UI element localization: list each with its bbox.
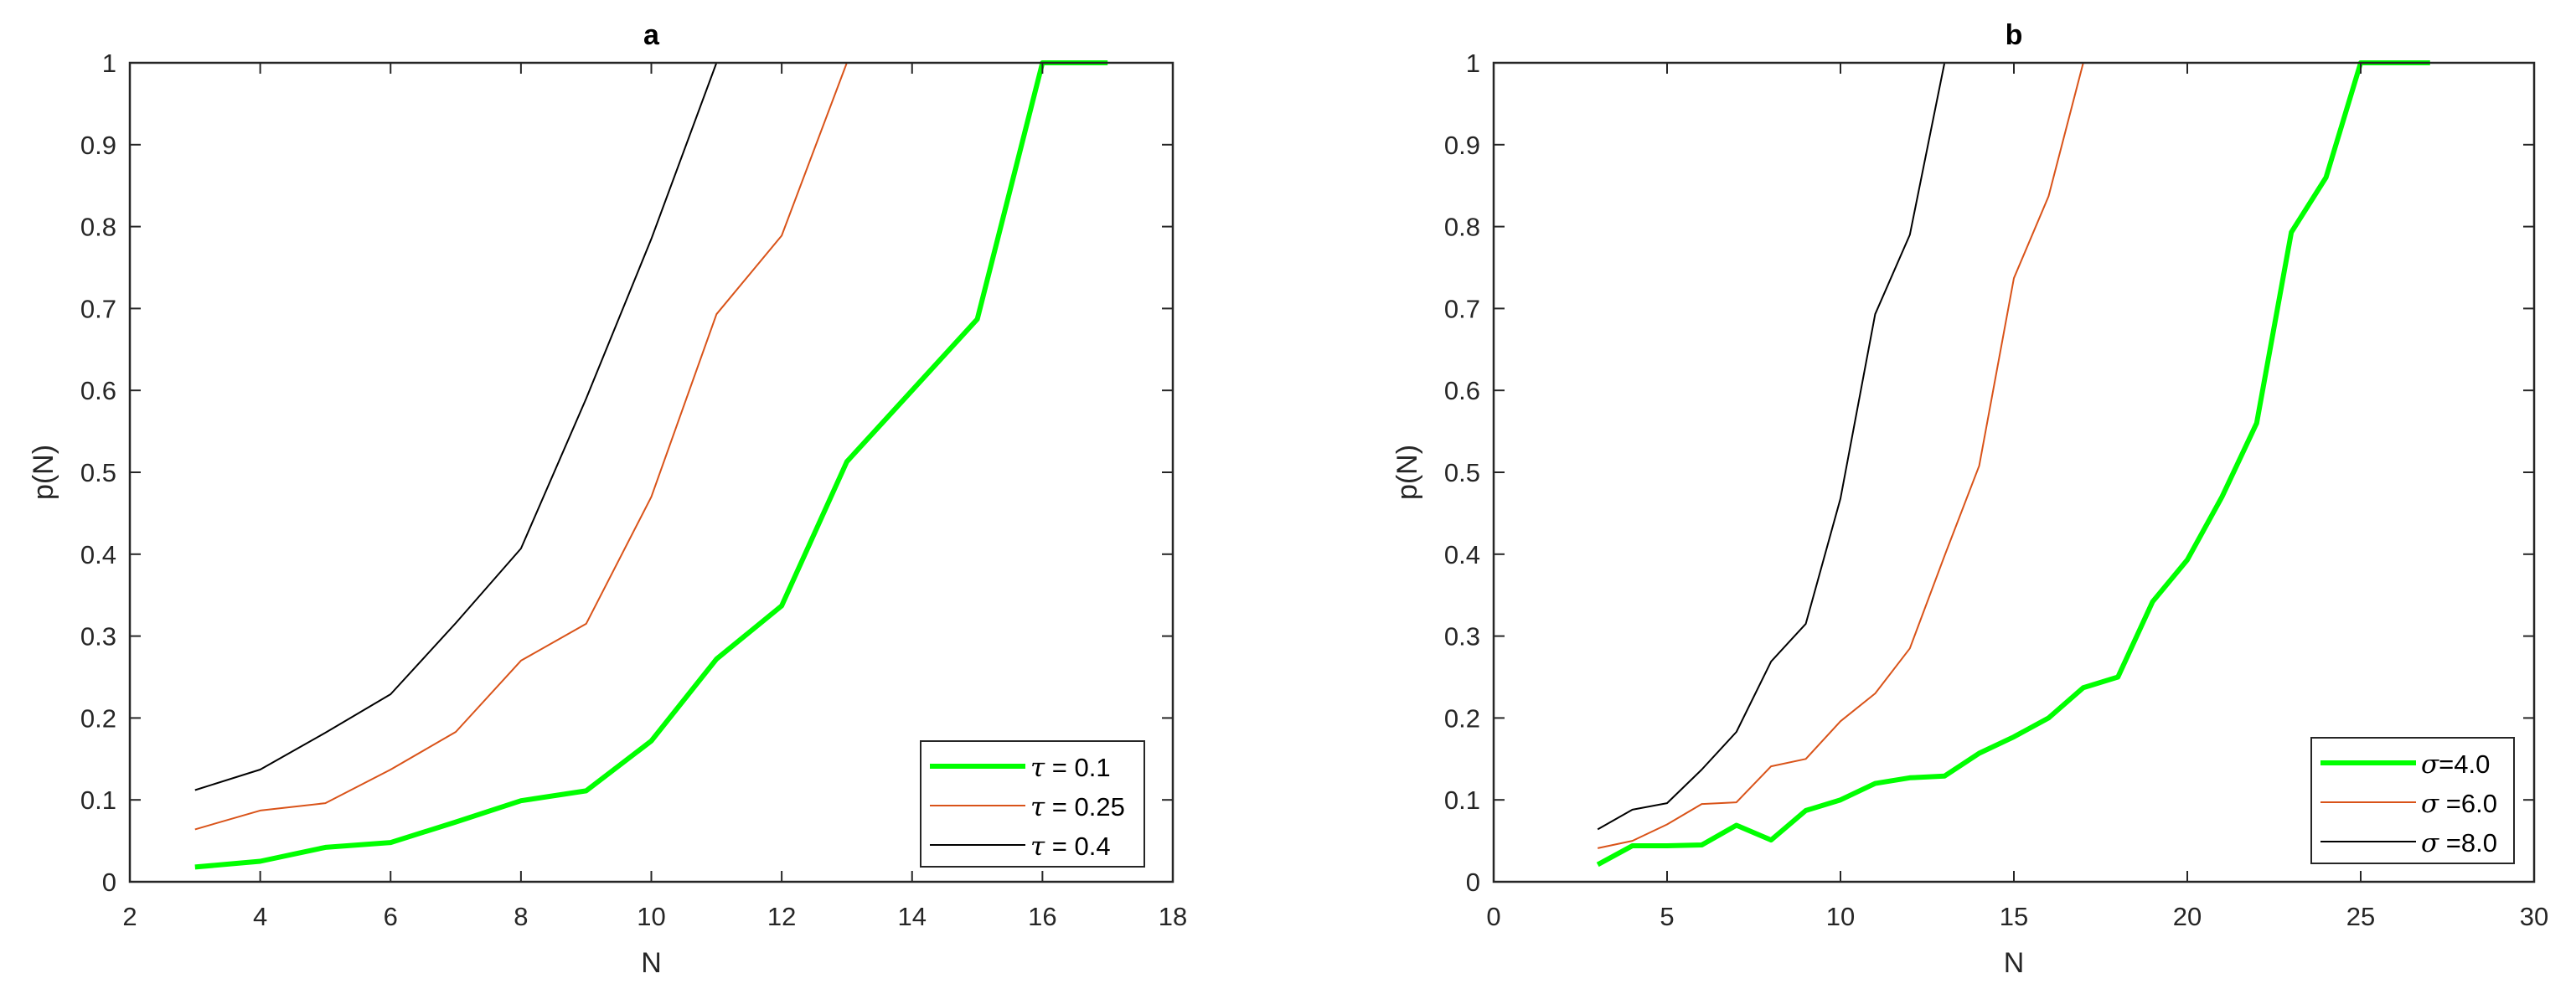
legend-entry-label: σ=4.0 xyxy=(2421,749,2490,780)
x-tick-label: 18 xyxy=(1159,902,1187,931)
series-line xyxy=(1597,62,2084,849)
series-line xyxy=(194,62,718,791)
y-tick-label: 0.1 xyxy=(80,785,116,815)
x-tick-label: 6 xyxy=(384,902,398,931)
x-axis-label: N xyxy=(641,947,662,979)
y-tick-label: 0.9 xyxy=(1444,131,1480,160)
chart-panel-b: b 0 5 10 15 20 25 30 0 0.1 0.2 0.3 0.4 0.5 0.6 0.7 0.8 0.… xyxy=(1290,0,2576,994)
chart-title: b xyxy=(2006,19,2023,51)
y-tick-label: 0.9 xyxy=(80,131,116,160)
legend: σ=4.0 σ =6.0 σ =8.0 xyxy=(2310,737,2515,864)
y-tick-label: 0.5 xyxy=(80,458,116,487)
x-tick-label: 16 xyxy=(1028,902,1056,931)
legend-entry-label: σ =8.0 xyxy=(2421,828,2497,858)
y-axis-label: p(N) xyxy=(28,445,59,500)
y-tick-label: 0.8 xyxy=(80,213,116,242)
x-tick-label: 10 xyxy=(1826,902,1855,931)
line-chart-a: a 2 4 6 8 10 12 14 16 18 0 0.1 0.2 0.3 0.4 0.5 0.6 0.7 0.8… xyxy=(28,19,1187,979)
x-axis-label: N xyxy=(2004,947,2025,979)
y-tick-label: 0.1 xyxy=(1444,785,1480,815)
plot-area xyxy=(1596,60,2430,868)
x-tick-label: 4 xyxy=(253,902,267,931)
series-line xyxy=(1597,62,1946,831)
series-line xyxy=(194,62,848,831)
y-tick-label: 0.6 xyxy=(80,376,116,405)
x-tick-label: 0 xyxy=(1486,902,1500,931)
legend: τ = 0.1 τ = 0.25 τ = 0.4 xyxy=(920,740,1145,868)
x-tick-label: 2 xyxy=(122,902,137,931)
y-tick-label: 1 xyxy=(1466,49,1480,78)
series-line xyxy=(1596,60,2430,868)
x-tick-label: 14 xyxy=(898,902,927,931)
x-tick-label: 12 xyxy=(767,902,796,931)
y-tick-label: 0.8 xyxy=(1444,213,1480,242)
y-tick-label: 0 xyxy=(102,868,116,897)
x-tick-label: 10 xyxy=(637,902,665,931)
y-tick-label: 0.2 xyxy=(1444,703,1480,733)
line-chart-b: b 0 5 10 15 20 25 30 0 0.1 0.2 0.3 0.4 0.5 0.6 0.7 0.8 0.… xyxy=(1391,19,2548,979)
y-tick-label: 0.4 xyxy=(1444,540,1480,569)
y-axis-label: p(N) xyxy=(1391,445,1423,500)
y-tick-label: 1 xyxy=(102,49,116,78)
x-tick-label: 8 xyxy=(514,902,528,931)
plot-area xyxy=(194,60,1108,870)
x-tick-label: 25 xyxy=(2346,902,2375,931)
y-tick-label: 0 xyxy=(1466,868,1480,897)
legend-entry-label: τ = 0.4 xyxy=(1030,832,1111,862)
x-tick-label: 5 xyxy=(1660,902,1674,931)
y-tick-label: 0.4 xyxy=(80,540,116,569)
x-tick-label: 15 xyxy=(2000,902,2028,931)
legend-entry-label: τ = 0.25 xyxy=(1030,792,1125,822)
y-tick-label: 0.2 xyxy=(80,703,116,733)
y-tick-label: 0.7 xyxy=(80,294,116,323)
y-tick-label: 0.3 xyxy=(80,622,116,652)
chart-panel-a: a 2 4 6 8 10 12 14 16 18 0 0.1 0.2 0.3 0.4 0.5 0.6 0.7 0.8… xyxy=(28,19,1187,979)
y-tick-label: 0.5 xyxy=(1444,458,1480,487)
series-line xyxy=(194,60,1108,870)
legend-entry-label: σ =6.0 xyxy=(2421,789,2497,819)
y-tick-label: 0.3 xyxy=(1444,622,1480,652)
y-tick-label: 0.6 xyxy=(1444,376,1480,405)
x-tick-label: 20 xyxy=(2173,902,2202,931)
legend-entry-label: τ = 0.1 xyxy=(1030,753,1111,783)
chart-title: a xyxy=(643,19,660,51)
x-tick-label: 30 xyxy=(2520,902,2548,931)
y-tick-label: 0.7 xyxy=(1444,294,1480,323)
